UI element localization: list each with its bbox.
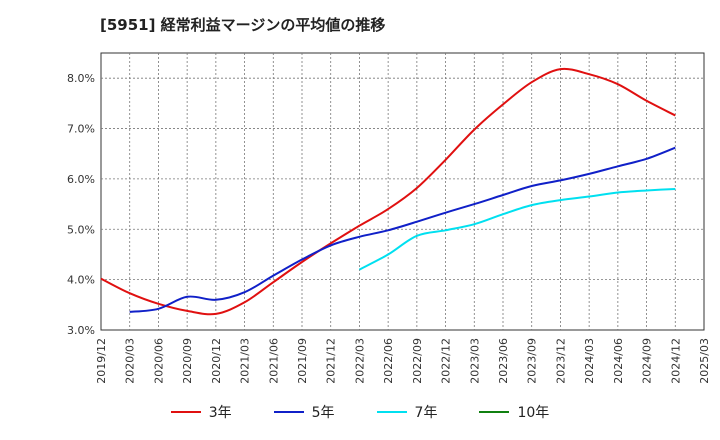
legend-item-5y: 5年 — [273, 402, 335, 422]
legend: 3年 5年 7年 10年 — [0, 402, 720, 422]
plot-area — [100, 52, 705, 331]
x-tick-label: 2021/06 — [267, 338, 280, 384]
x-tick-label: 2022/03 — [353, 338, 366, 384]
x-tick-label: 2021/09 — [296, 338, 309, 384]
x-tick-label: 2023/12 — [554, 338, 567, 384]
x-tick-label: 2025/03 — [698, 338, 711, 384]
x-tick-label: 2021/03 — [239, 338, 252, 384]
legend-item-10y: 10年 — [479, 402, 549, 422]
x-tick-label: 2024/09 — [641, 338, 654, 384]
y-tick-label: 7.0% — [67, 123, 95, 136]
x-tick-label: 2022/09 — [411, 338, 424, 384]
x-tick-label: 2021/12 — [325, 338, 338, 384]
x-tick-label: 2023/06 — [497, 338, 510, 384]
legend-item-7y: 7年 — [376, 402, 438, 422]
legend-swatch-5y — [273, 411, 304, 413]
y-tick-label: 6.0% — [67, 173, 95, 186]
x-tick-label: 2022/12 — [440, 338, 453, 384]
line-chart: 2019/12 2020/03 2020/06 2020/09 2020/12 2021/… — [67, 52, 711, 384]
y-tick-label: 5.0% — [67, 223, 95, 236]
y-tick-label: 3.0% — [67, 324, 95, 337]
chart-title: [5951] 経常利益マージンの平均値の推移 — [100, 16, 386, 34]
x-tick-label: 2023/03 — [468, 338, 481, 384]
x-tick-label: 2019/12 — [95, 338, 108, 384]
series-line-7y — [358, 188, 676, 271]
x-tick-label: 2022/06 — [382, 338, 395, 384]
legend-label-3y: 3年 — [208, 405, 232, 421]
x-tick-label: 2020/09 — [181, 338, 194, 384]
x-tick-label: 2024/06 — [612, 338, 625, 384]
legend-item-3y: 3年 — [170, 402, 232, 422]
x-tick-label: 2023/09 — [526, 338, 539, 384]
legend-label-5y: 5年 — [311, 405, 335, 421]
x-tick-label: 2024/12 — [669, 338, 682, 384]
legend-swatch-10y — [479, 411, 510, 413]
legend-swatch-3y — [170, 411, 201, 413]
x-tick-label: 2020/06 — [152, 338, 165, 384]
legend-swatch-7y — [376, 411, 407, 413]
y-tick-label: 4.0% — [67, 274, 95, 287]
series-line-5y — [129, 146, 676, 313]
legend-label-10y: 10年 — [517, 405, 550, 421]
y-tick-label: 8.0% — [67, 72, 95, 85]
legend-label-7y: 7年 — [414, 405, 438, 421]
x-tick-label: 2024/03 — [583, 338, 596, 384]
x-tick-label: 2020/12 — [210, 338, 223, 384]
series-line-3y — [100, 67, 676, 316]
x-tick-label: 2020/03 — [124, 338, 137, 384]
